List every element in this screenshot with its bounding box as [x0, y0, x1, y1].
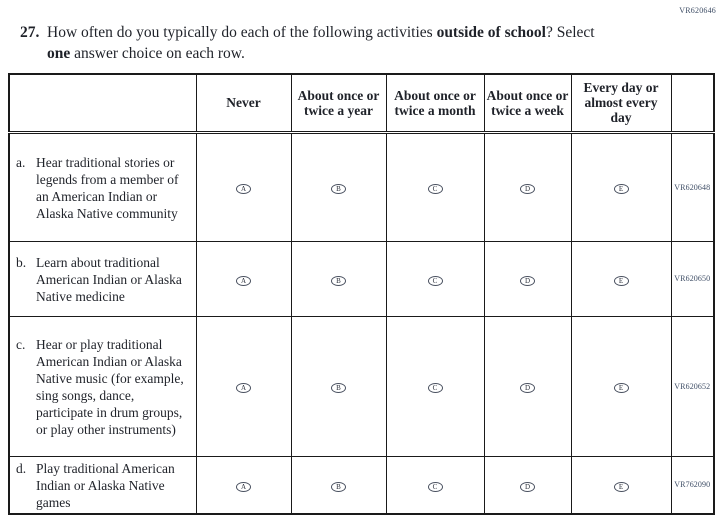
form-code: VR620646	[679, 6, 716, 15]
column-header-year: About once or twice a year	[290, 73, 387, 134]
column-header-week: About once or twice a week	[483, 73, 572, 134]
answer-bubble-b-everyday[interactable]: E	[613, 275, 629, 286]
answer-bubble-c-year[interactable]: B	[331, 383, 346, 393]
row-code: VR620650	[670, 240, 715, 317]
row-letter: c.	[16, 336, 26, 352]
row-code: VR620652	[670, 315, 715, 457]
answer-bubble-a-everyday[interactable]: E	[613, 184, 629, 194]
column-header-never: Never	[195, 73, 292, 134]
activity-label: Learn about traditional American Indian …	[36, 254, 182, 304]
activity-label-cell: b. Learn about traditional American Indi…	[8, 240, 197, 317]
answer-bubble-b-year[interactable]: B	[331, 275, 346, 286]
answer-bubble-a-month[interactable]: C	[427, 184, 443, 194]
answer-bubble-d-week[interactable]: D	[520, 481, 535, 492]
row-letter: d.	[16, 460, 27, 476]
table-row-c: c. Hear or play traditional American Ind…	[8, 315, 715, 457]
activity-label: Play traditional American Indian or Alas…	[36, 460, 175, 510]
question-text-part: ? Select	[545, 24, 595, 41]
row-letter: a.	[16, 154, 26, 170]
column-header-everyday: Every day or almost every day	[570, 73, 672, 134]
answer-bubble-b-week[interactable]: D	[520, 275, 535, 286]
answer-bubble-b-never[interactable]: A	[236, 275, 251, 286]
activity-label-cell: d. Play traditional American Indian or A…	[8, 455, 197, 514]
answer-bubble-c-never[interactable]: A	[236, 383, 251, 393]
answer-bubble-d-month[interactable]: C	[427, 481, 443, 492]
answer-bubble-a-week[interactable]: D	[520, 184, 535, 194]
answer-bubble-b-month[interactable]: C	[427, 275, 443, 286]
question-text-part: answer choice on each row.	[70, 45, 245, 62]
answer-bubble-d-everyday[interactable]: E	[613, 481, 629, 492]
question-text-part: How often do you typically do each of th…	[47, 24, 437, 41]
answer-bubble-c-week[interactable]: D	[520, 383, 535, 393]
activity-label: Hear traditional stories or legends from…	[36, 154, 179, 221]
header-row: Never About once or twice a year About o…	[8, 73, 715, 134]
question-text: How often do you typically do each of th…	[47, 22, 640, 64]
stub-header	[8, 73, 197, 134]
question-block: 27. How often do you typically do each o…	[20, 22, 640, 64]
table-row-b: b. Learn about traditional American Indi…	[8, 240, 715, 317]
row-letter: b.	[16, 254, 27, 270]
table-row-a: a. Hear traditional stories or legends f…	[8, 131, 715, 242]
activity-label-cell: c. Hear or play traditional American Ind…	[8, 315, 197, 457]
question-number: 27.	[20, 24, 40, 41]
row-code: VR620648	[670, 131, 715, 242]
activity-label-cell: a. Hear traditional stories or legends f…	[8, 131, 197, 242]
answer-bubble-a-year[interactable]: B	[331, 184, 346, 194]
answer-bubble-d-year[interactable]: B	[331, 481, 346, 492]
answer-bubble-d-never[interactable]: A	[236, 481, 251, 492]
answer-bubble-c-everyday[interactable]: E	[613, 383, 629, 393]
answer-bubble-a-never[interactable]: A	[236, 184, 251, 194]
frequency-table: Never About once or twice a year About o…	[8, 73, 715, 515]
activity-label: Hear or play traditional American Indian…	[36, 336, 184, 437]
column-header-month: About once or twice a month	[385, 73, 485, 134]
question-text-bold: one	[47, 45, 71, 62]
row-code: VR762090	[670, 455, 715, 514]
table-row-d: d. Play traditional American Indian or A…	[8, 455, 715, 514]
answer-bubble-c-month[interactable]: C	[427, 383, 443, 393]
code-column-header	[670, 73, 715, 134]
question-text-bold: outside of school	[436, 24, 546, 41]
